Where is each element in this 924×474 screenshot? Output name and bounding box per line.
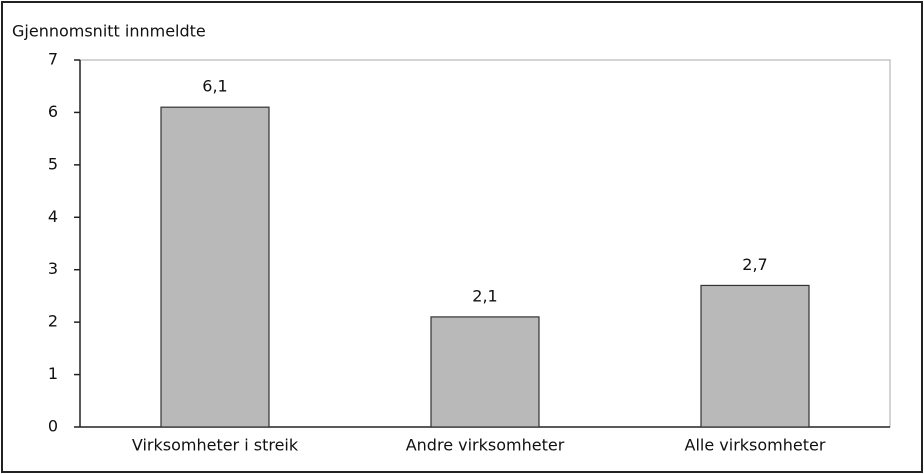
y-tick-label: 0	[48, 417, 58, 436]
data-label: 2,7	[742, 255, 767, 274]
data-label: 2,1	[472, 286, 497, 305]
y-tick-label: 1	[48, 364, 58, 383]
y-tick-label: 6	[48, 102, 58, 121]
x-tick-label: Andre virksomheter	[406, 436, 565, 455]
y-tick-label: 3	[48, 259, 58, 278]
x-tick-label: Alle virksomheter	[685, 436, 826, 455]
bar	[160, 106, 270, 428]
y-tick-label: 5	[48, 154, 58, 173]
data-label: 6,1	[202, 77, 227, 96]
bar	[700, 284, 810, 428]
y-tick-label: 7	[48, 50, 58, 69]
x-tick-label: Virksomheter i streik	[132, 436, 299, 455]
y-tick-label: 2	[48, 312, 58, 331]
chart-title: Gjennomsnitt innmeldte	[12, 22, 206, 41]
bar	[430, 316, 540, 428]
y-tick-label: 4	[48, 207, 58, 226]
